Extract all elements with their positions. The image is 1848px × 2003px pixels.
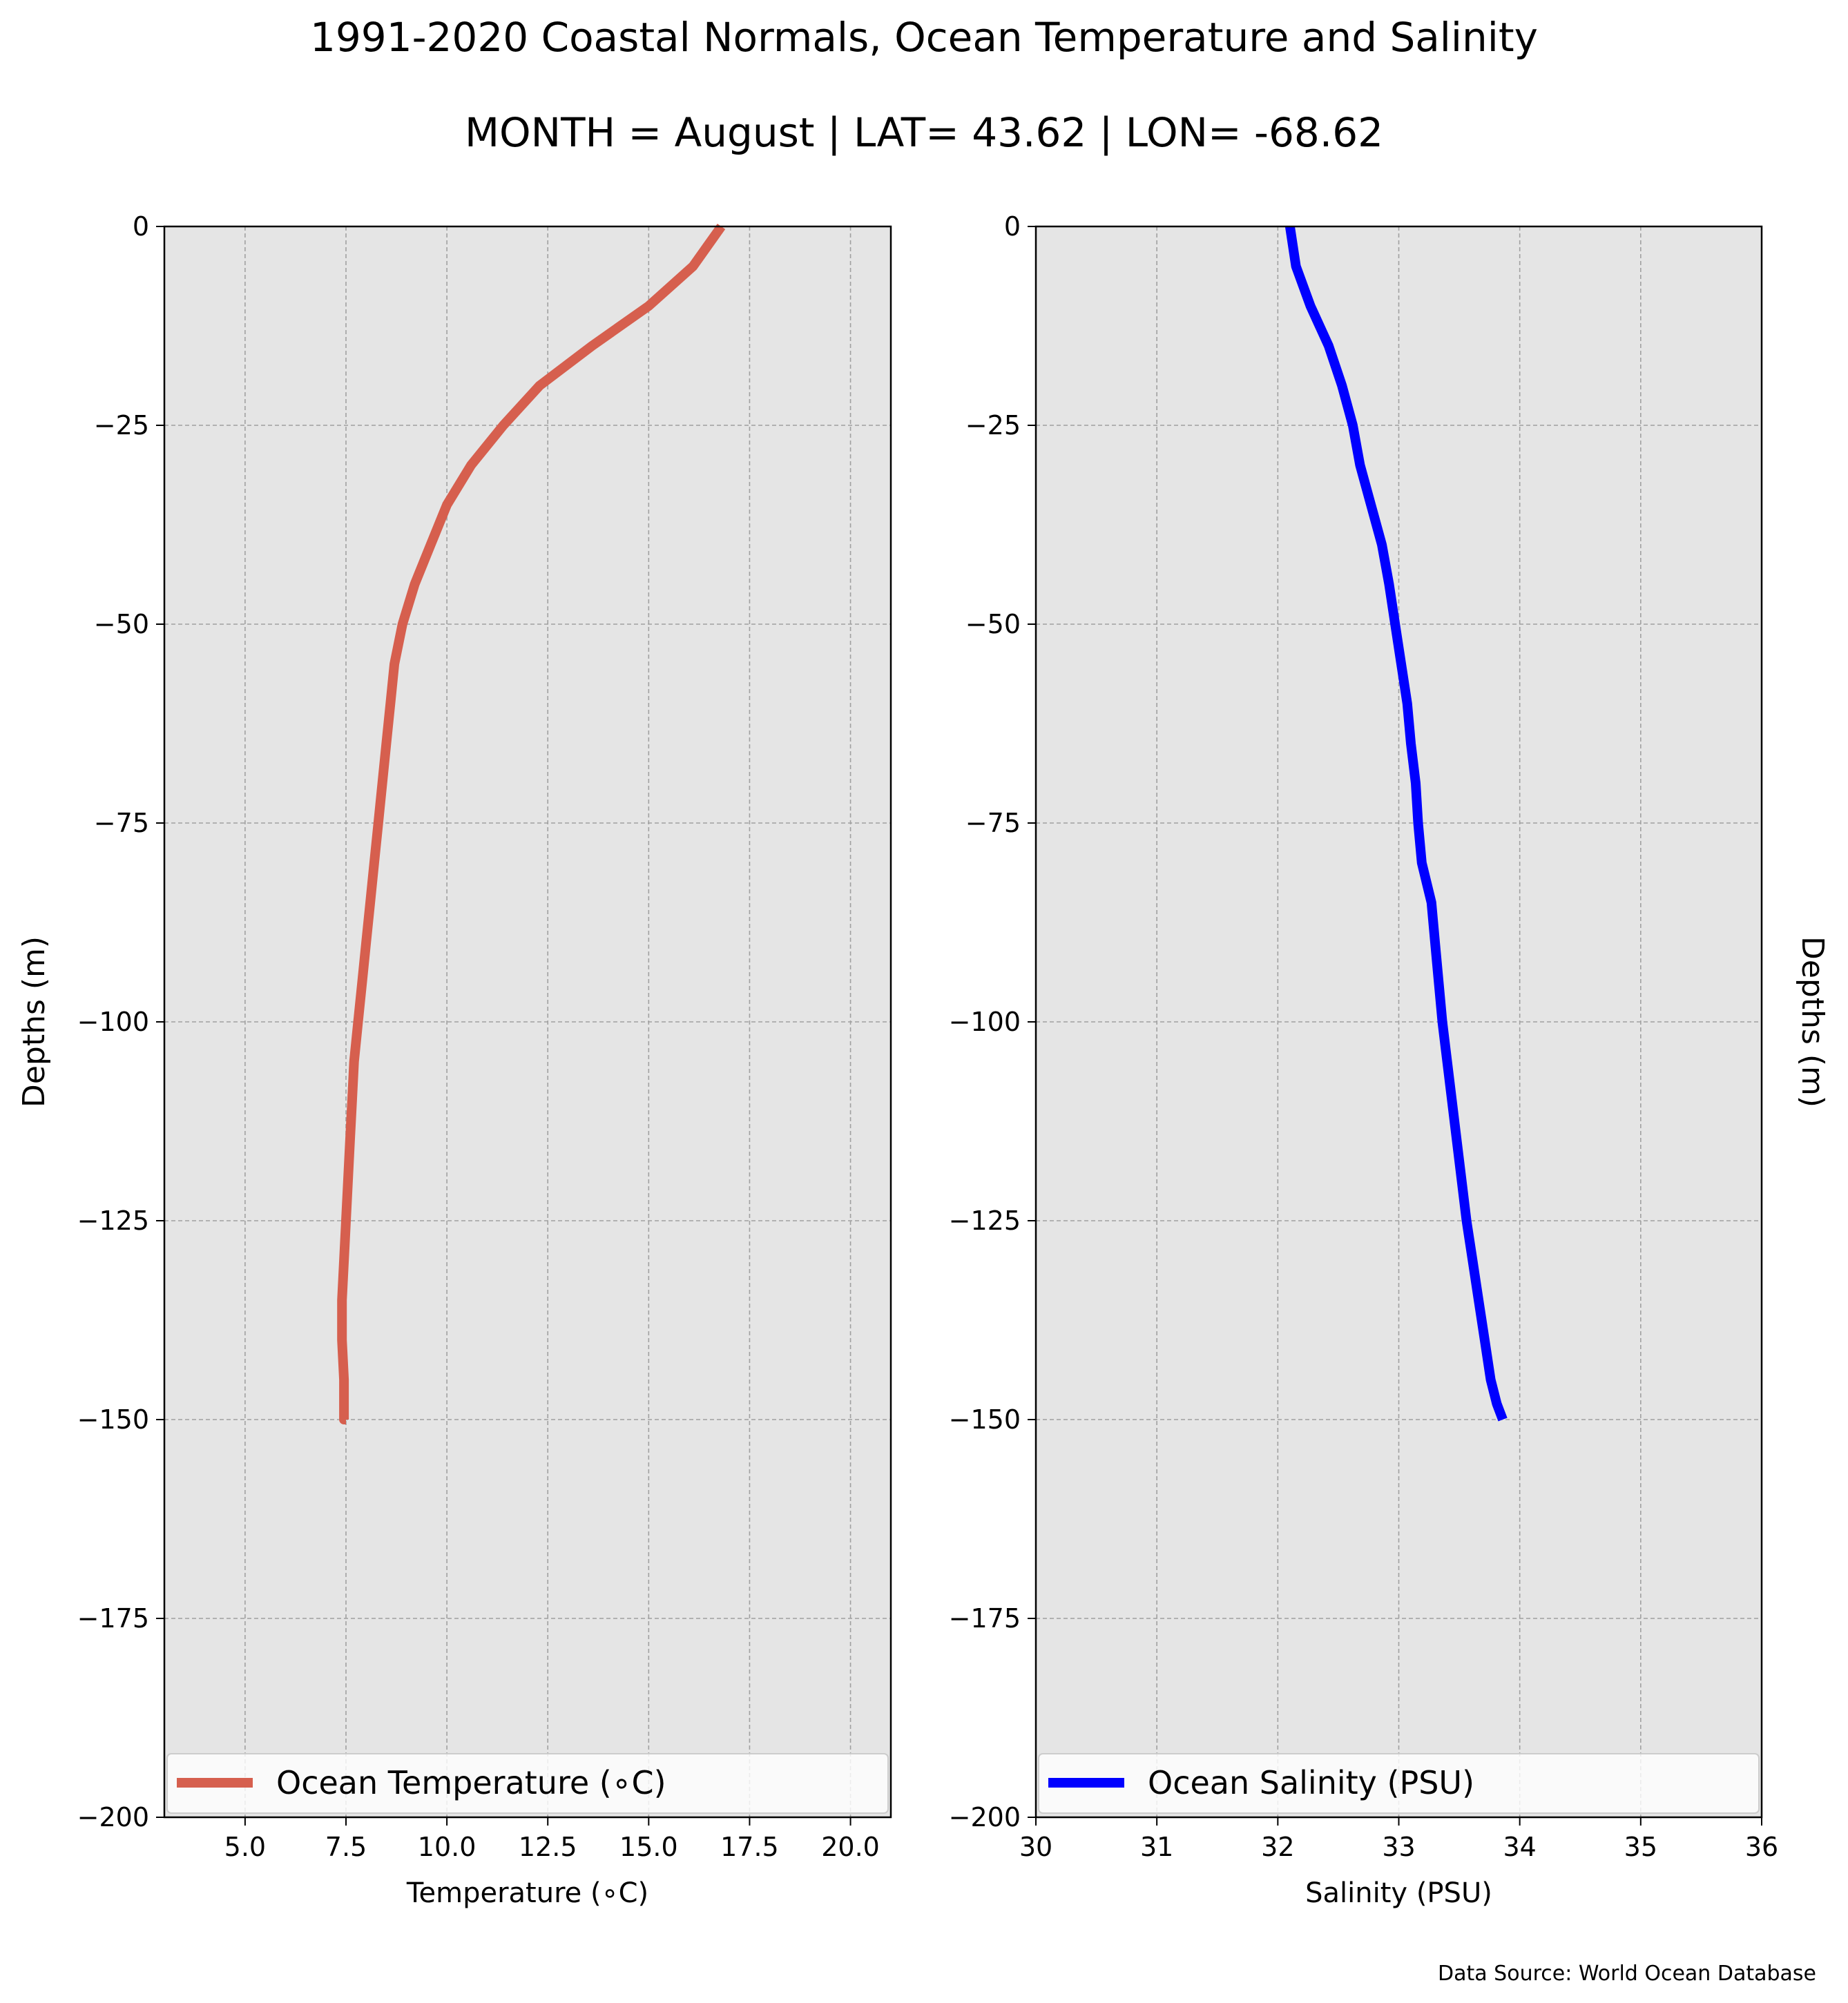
temperature-panel: 5.0 7.5 10.0 12.5 15.0 17.5 20.0 0 −25 −50 −75 −100… xyxy=(17,211,892,1909)
temperature-ticks: 5.0 7.5 10.0 12.5 15.0 17.5 20.0 0 −25 −50 −75 −100… xyxy=(77,211,880,1862)
y-tick-label: −175 xyxy=(77,1603,149,1634)
y-tick-label: −100 xyxy=(77,1007,149,1037)
x-tick-label: 7.5 xyxy=(325,1832,367,1862)
salinity-legend-label: Ocean Salinity (PSU) xyxy=(1148,1764,1474,1801)
x-tick-label: 32 xyxy=(1261,1832,1294,1862)
x-tick-label: 17.5 xyxy=(720,1832,779,1862)
temperature-series-line xyxy=(337,223,726,1424)
temperature-legend-box xyxy=(166,1753,889,1814)
temperature-legend: Ocean Temperature (∘C) xyxy=(166,1753,889,1814)
salinity-y-axis-label: Depths (m) xyxy=(1795,936,1830,1107)
y-tick-label: −25 xyxy=(965,410,1021,441)
x-tick-label: 31 xyxy=(1140,1832,1173,1862)
y-tick-label: −175 xyxy=(949,1603,1021,1634)
y-tick-label: −125 xyxy=(77,1206,149,1236)
y-tick-label: −50 xyxy=(965,609,1021,639)
y-tick-label: −75 xyxy=(965,808,1021,838)
salinity-legend-box xyxy=(1038,1753,1760,1814)
y-tick-label: −125 xyxy=(949,1206,1021,1236)
x-tick-label: 30 xyxy=(1019,1832,1052,1862)
x-tick-label: 15.0 xyxy=(619,1832,678,1862)
salinity-legend: Ocean Salinity (PSU) xyxy=(1038,1753,1760,1814)
y-tick-label: −200 xyxy=(77,1802,149,1832)
y-tick-label: 0 xyxy=(1004,211,1021,242)
salinity-ticks: 30 31 32 33 34 35 36 0 −25 −50 −75 −100 −125 −150 −175… xyxy=(949,211,1779,1862)
chart-title: 1991-2020 Coastal Normals, Ocean Tempera… xyxy=(310,14,1538,61)
salinity-axes-frame xyxy=(1034,225,1763,1819)
x-tick-label: 20.0 xyxy=(821,1832,880,1862)
y-tick-label: −50 xyxy=(94,609,149,639)
y-tick-label: −150 xyxy=(77,1404,149,1435)
x-tick-label: 34 xyxy=(1503,1832,1536,1862)
data-source-note: Data Source: World Ocean Database xyxy=(1438,1962,1816,1986)
temperature-axes-frame xyxy=(163,225,892,1819)
y-tick-label: −200 xyxy=(949,1802,1021,1832)
x-tick-label: 35 xyxy=(1624,1832,1657,1862)
temperature-x-axis-label: Temperature (∘C) xyxy=(406,1877,648,1909)
x-tick-label: 12.5 xyxy=(519,1832,577,1862)
x-tick-label: 36 xyxy=(1745,1832,1778,1862)
salinity-series-line xyxy=(1284,225,1508,1422)
x-tick-label: 10.0 xyxy=(418,1832,477,1862)
temperature-y-axis-label: Depths (m) xyxy=(17,936,52,1107)
temperature-legend-label: Ocean Temperature (∘C) xyxy=(276,1764,666,1801)
y-tick-label: −100 xyxy=(949,1007,1021,1037)
y-tick-label: −150 xyxy=(949,1404,1021,1435)
y-tick-label: −25 xyxy=(94,410,149,441)
x-tick-label: 5.0 xyxy=(224,1832,266,1862)
x-tick-label: 33 xyxy=(1382,1832,1415,1862)
salinity-x-axis-label: Salinity (PSU) xyxy=(1305,1877,1492,1909)
y-tick-label: −75 xyxy=(94,808,149,838)
salinity-panel: 30 31 32 33 34 35 36 0 −25 −50 −75 −100 −125 −150 −175… xyxy=(949,211,1830,1909)
y-tick-label: 0 xyxy=(133,211,149,242)
chart-subtitle: MONTH = August | LAT= 43.62 | LON= -68.6… xyxy=(465,109,1383,156)
